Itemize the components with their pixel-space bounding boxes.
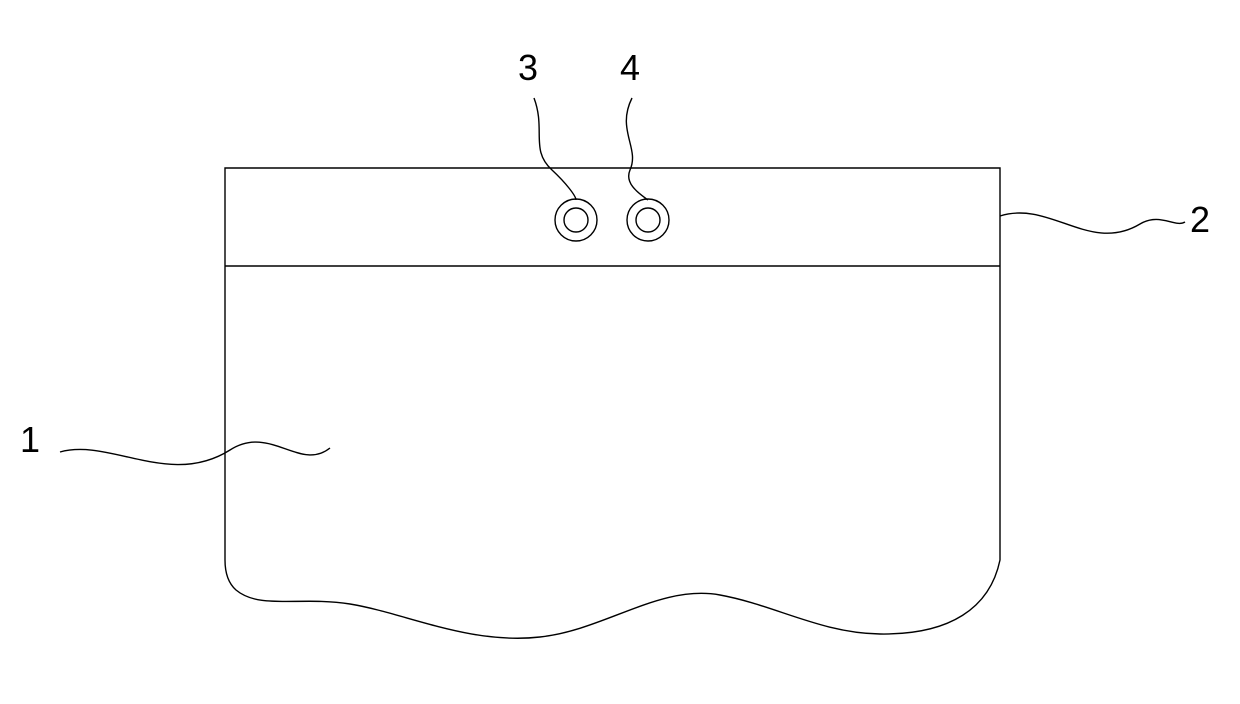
right-eyelet <box>627 199 669 241</box>
callout-leader-1 <box>60 442 330 465</box>
callout-label-3: 3 <box>518 47 538 88</box>
technical-drawing: 1 2 3 4 <box>0 0 1240 704</box>
callout-leader-2 <box>1000 213 1185 233</box>
callout-label-4: 4 <box>620 47 640 88</box>
callout-label-2: 2 <box>1190 199 1210 240</box>
callout-leader-4 <box>626 98 648 200</box>
pocket-body <box>225 168 1000 638</box>
callouts: 1 2 3 4 <box>20 47 1210 465</box>
callout-leader-3 <box>534 98 576 200</box>
left-eyelet <box>555 199 597 241</box>
callout-label-1: 1 <box>20 419 40 460</box>
